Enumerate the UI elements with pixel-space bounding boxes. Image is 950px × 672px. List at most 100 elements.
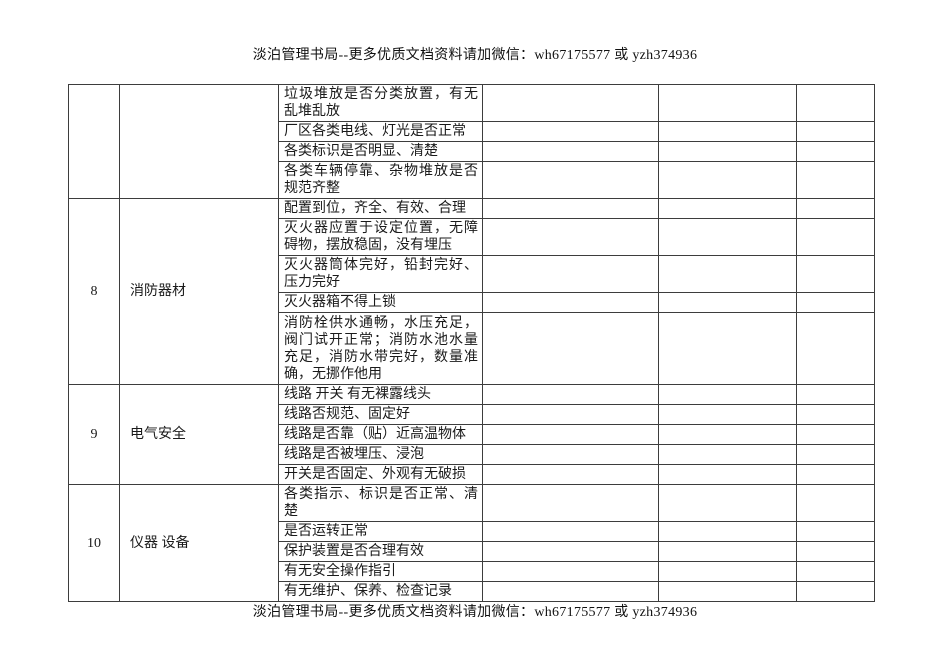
table-row: 垃圾堆放是否分类放置，有无乱堆乱放 [68, 84, 875, 199]
table-row: 10 仪器 设备 各类指示、标识是否正常、清楚 [68, 484, 875, 602]
table-row: 有无安全操作指引 [69, 561, 875, 582]
check-item-cell: 有无维护、保养、检查记录 [278, 581, 483, 602]
check-item-cell: 线路是否靠（贴）近高温物体 [278, 424, 483, 445]
check-item-cell: 灭火器箱不得上锁 [278, 292, 483, 313]
entry-cell [482, 484, 659, 522]
category-cell: 仪器 设备 [119, 484, 279, 602]
check-item-cell: 保护装置是否合理有效 [278, 541, 483, 562]
table-row: 厂区各类电线、灯光是否正常 [69, 121, 875, 142]
category-cell: 消防器材 [119, 198, 279, 385]
entry-cell [482, 121, 659, 142]
row-number-cell: 10 [68, 484, 120, 602]
entry-cell [482, 444, 659, 465]
check-item-cell: 消防栓供水通畅，水压充足，阀门试开正常；消防水池水量充足，消防水带完好，数量准确… [278, 312, 483, 385]
check-item-cell: 垃圾堆放是否分类放置，有无乱堆乱放 [278, 84, 483, 122]
entry-cell [658, 561, 797, 582]
entry-cell [658, 521, 797, 542]
category-cell [119, 84, 279, 199]
entry-cell [796, 464, 875, 485]
entry-cell [796, 541, 875, 562]
entry-cell [796, 581, 875, 602]
entry-cell [796, 561, 875, 582]
entry-cell [658, 312, 797, 385]
entry-cell [658, 121, 797, 142]
check-item-cell: 有无安全操作指引 [278, 561, 483, 582]
check-item-cell: 线路 开关 有无裸露线头 [278, 384, 483, 405]
entry-cell [658, 255, 797, 293]
table-row: 有无维护、保养、检查记录 [69, 581, 875, 602]
entry-cell [658, 198, 797, 219]
entry-cell [796, 141, 875, 162]
entry-cell [482, 84, 659, 122]
entry-cell [482, 561, 659, 582]
row-number-cell: 8 [68, 198, 120, 385]
row-number-cell [68, 84, 120, 199]
entry-cell [796, 84, 875, 122]
entry-cell [482, 581, 659, 602]
entry-cell [796, 424, 875, 445]
entry-cell [796, 121, 875, 142]
page-header-promo: 淡泊管理书局--更多优质文档资料请加微信：wh67175577 或 yzh374… [252, 48, 698, 63]
row-number-cell: 9 [68, 384, 120, 485]
entry-cell [796, 404, 875, 425]
table-row: 灭火器筒体完好，铅封完好、压力完好 [69, 255, 875, 293]
entry-cell [482, 521, 659, 542]
table-row: 灭火器箱不得上锁 [69, 292, 875, 313]
entry-cell [796, 444, 875, 465]
check-item-cell: 各类车辆停靠、杂物堆放是否规范齐整 [278, 161, 483, 199]
table-row: 消防栓供水通畅，水压充足，阀门试开正常；消防水池水量充足，消防水带完好，数量准确… [69, 312, 875, 385]
check-item-cell: 配置到位，齐全、有效、合理 [278, 198, 483, 219]
check-item-cell: 是否运转正常 [278, 521, 483, 542]
entry-cell [482, 198, 659, 219]
table-row: 线路否规范、固定好 [69, 404, 875, 425]
entry-cell [482, 541, 659, 562]
entry-cell [796, 292, 875, 313]
entry-cell [658, 141, 797, 162]
check-item-cell: 各类标识是否明显、清楚 [278, 141, 483, 162]
entry-cell [658, 161, 797, 199]
check-item-cell: 厂区各类电线、灯光是否正常 [278, 121, 483, 142]
entry-cell [658, 444, 797, 465]
entry-cell [796, 484, 875, 522]
entry-cell [796, 198, 875, 219]
entry-cell [658, 404, 797, 425]
entry-cell [482, 312, 659, 385]
entry-cell [482, 255, 659, 293]
entry-cell [482, 384, 659, 405]
entry-cell [482, 141, 659, 162]
entry-cell [482, 292, 659, 313]
entry-cell [658, 464, 797, 485]
check-item-cell: 线路否规范、固定好 [278, 404, 483, 425]
check-item-cell: 灭火器应置于设定位置，无障碍物，摆放稳固，没有埋压 [278, 218, 483, 256]
table-row: 各类车辆停靠、杂物堆放是否规范齐整 [69, 161, 875, 199]
category-cell: 电气安全 [119, 384, 279, 485]
entry-cell [796, 312, 875, 385]
entry-cell [796, 218, 875, 256]
entry-cell [482, 161, 659, 199]
entry-cell [796, 255, 875, 293]
check-item-cell: 灭火器筒体完好，铅封完好、压力完好 [278, 255, 483, 293]
check-item-cell: 各类指示、标识是否正常、清楚 [278, 484, 483, 522]
entry-cell [658, 218, 797, 256]
entry-cell [658, 292, 797, 313]
entry-cell [658, 424, 797, 445]
table-row: 保护装置是否合理有效 [69, 541, 875, 562]
table-row: 灭火器应置于设定位置，无障碍物，摆放稳固，没有埋压 [69, 218, 875, 256]
page-footer-promo: 淡泊管理书局--更多优质文档资料请加微信：wh67175577 或 yzh374… [252, 605, 698, 620]
table-row: 线路是否被埋压、浸泡 [69, 444, 875, 465]
entry-cell [796, 384, 875, 405]
check-item-cell: 开关是否固定、外观有无破损 [278, 464, 483, 485]
entry-cell [482, 424, 659, 445]
table-row: 8 消防器材 配置到位，齐全、有效、合理 [68, 198, 875, 385]
entry-cell [796, 521, 875, 542]
table-row: 9 电气安全 线路 开关 有无裸露线头 [68, 384, 875, 485]
entry-cell [482, 464, 659, 485]
entry-cell [796, 161, 875, 199]
entry-cell [658, 581, 797, 602]
entry-cell [658, 384, 797, 405]
entry-cell [482, 404, 659, 425]
entry-cell [658, 484, 797, 522]
inspection-checklist-table: 垃圾堆放是否分类放置，有无乱堆乱放 厂区各类电线、灯光是否正常 各类标识是否明显… [68, 84, 875, 602]
entry-cell [482, 218, 659, 256]
entry-cell [658, 541, 797, 562]
